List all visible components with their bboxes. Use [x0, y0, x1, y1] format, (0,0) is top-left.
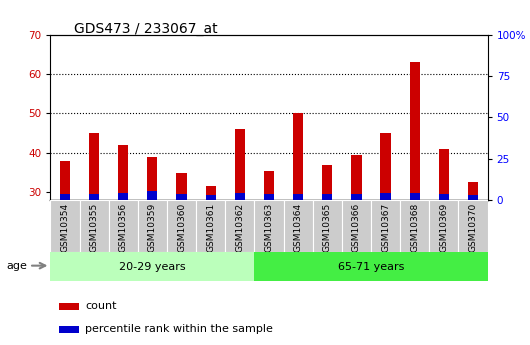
Bar [235, 129, 245, 200]
Bar [59, 303, 78, 310]
Text: GSM10369: GSM10369 [439, 203, 448, 252]
Text: age: age [6, 262, 27, 271]
Bar [264, 194, 274, 200]
Bar [351, 194, 361, 200]
Text: GSM10354: GSM10354 [60, 203, 69, 252]
Bar [206, 186, 216, 200]
Bar [196, 200, 225, 252]
Bar [322, 165, 332, 200]
Bar [371, 200, 400, 252]
Text: GSM10368: GSM10368 [410, 203, 419, 252]
Bar [225, 200, 254, 252]
Text: GSM10370: GSM10370 [469, 203, 478, 252]
Bar [313, 200, 342, 252]
Text: GSM10360: GSM10360 [177, 203, 186, 252]
Bar [381, 133, 391, 200]
Bar [342, 200, 371, 252]
Text: GSM10362: GSM10362 [235, 203, 244, 252]
Text: GSM10356: GSM10356 [119, 203, 128, 252]
Bar [50, 200, 80, 252]
Bar [293, 114, 303, 200]
Bar [235, 193, 245, 200]
Text: 20-29 years: 20-29 years [119, 262, 186, 272]
Text: GSM10364: GSM10364 [294, 203, 303, 252]
Text: GDS473 / 233067_at: GDS473 / 233067_at [74, 22, 218, 37]
Text: percentile rank within the sample: percentile rank within the sample [85, 324, 273, 334]
Bar [118, 145, 128, 200]
Text: GSM10367: GSM10367 [381, 203, 390, 252]
Bar [109, 200, 138, 252]
Text: GSM10365: GSM10365 [323, 203, 332, 252]
Text: count: count [85, 302, 117, 311]
Bar [351, 155, 361, 200]
Bar [293, 194, 303, 200]
Bar [410, 193, 420, 200]
Bar [284, 200, 313, 252]
Bar [254, 200, 284, 252]
Bar [147, 191, 157, 200]
Bar [400, 200, 429, 252]
Bar [167, 200, 196, 252]
Bar [468, 183, 478, 200]
Bar [60, 194, 70, 200]
Bar [147, 157, 157, 200]
Text: GSM10359: GSM10359 [148, 203, 157, 252]
Bar [59, 326, 78, 333]
Bar [429, 200, 458, 252]
Bar [89, 133, 99, 200]
Text: GSM10361: GSM10361 [206, 203, 215, 252]
Bar [138, 200, 167, 252]
Bar [118, 193, 128, 200]
Text: GSM10366: GSM10366 [352, 203, 361, 252]
Bar [176, 172, 187, 200]
Bar [254, 252, 488, 281]
Text: GSM10355: GSM10355 [90, 203, 99, 252]
Bar [60, 161, 70, 200]
Bar [458, 200, 488, 252]
Bar [381, 193, 391, 200]
Bar [439, 149, 449, 200]
Bar [89, 194, 99, 200]
Text: 65-71 years: 65-71 years [338, 262, 404, 272]
Bar [264, 170, 274, 200]
Text: GSM10363: GSM10363 [264, 203, 273, 252]
Bar [322, 194, 332, 200]
Bar [206, 195, 216, 200]
Bar [50, 252, 254, 281]
Bar [80, 200, 109, 252]
Bar [410, 62, 420, 200]
Bar [439, 194, 449, 200]
Bar [176, 194, 187, 200]
Bar [468, 195, 478, 200]
